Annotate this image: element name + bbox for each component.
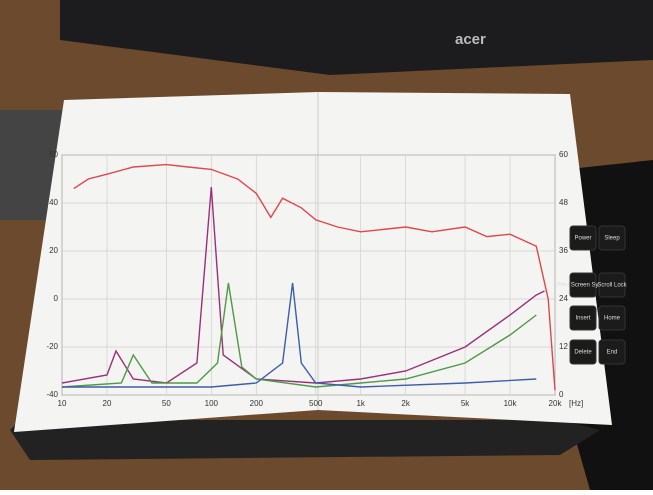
x-tick-label: 100 (205, 399, 219, 408)
monitor (60, 0, 653, 75)
y2-tick-label: 48 (559, 198, 568, 207)
monitor-brand: acer (455, 31, 486, 48)
key-label: Scroll Lock (597, 283, 627, 289)
key (598, 272, 626, 298)
y2-tick-label: 12 (559, 342, 568, 351)
x-tick-label: 10k (504, 399, 518, 408)
series-line (61, 282, 537, 388)
key (598, 305, 626, 331)
y2-tick-label: 24 (559, 294, 568, 303)
key (598, 339, 626, 365)
x-tick-label: 20k (549, 399, 563, 408)
key (569, 305, 597, 331)
y-tick-label: -40 (46, 390, 58, 399)
key-label: Power (574, 236, 591, 242)
x-tick-label: 1k (356, 399, 365, 408)
x-tick-label: 500 (309, 399, 323, 408)
series-line (61, 186, 545, 384)
key-label: Delete (574, 350, 592, 356)
key-label: Home (604, 316, 621, 322)
x-tick-label: 2k (401, 399, 410, 408)
x-tick-label: 200 (250, 399, 264, 408)
y-tick-label: 20 (49, 246, 58, 255)
y-tick-label: 60 (49, 150, 58, 159)
key (598, 225, 626, 251)
series-line (73, 163, 556, 391)
key (569, 272, 597, 298)
key-label: Print Screen SysRq (557, 283, 609, 289)
y2-tick-label: 60 (559, 150, 568, 159)
key-label: Sleep (604, 236, 620, 242)
y-tick-label: -20 (46, 342, 58, 351)
x-tick-label: 50 (162, 399, 171, 408)
y2-tick-label: 36 (559, 246, 568, 255)
keyboard-edge (10, 420, 600, 460)
x-tick-label: 5k (461, 399, 470, 408)
x-tick-label: 20 (103, 399, 112, 408)
x-tick-label: 10 (58, 399, 67, 408)
series-line (62, 282, 537, 388)
key-label: Insert (575, 316, 590, 322)
key (569, 339, 597, 365)
chart: 10 20 50 100 200 500 1k 2k 5k 10k 20k [Hz]-40-20020… (46, 150, 583, 408)
x-axis-label: [Hz] (569, 399, 583, 408)
key-label: End (607, 350, 618, 356)
y-tick-label: 0 (54, 294, 59, 303)
y2-tick-label: 0 (559, 390, 564, 399)
key (569, 225, 597, 251)
paper (14, 92, 612, 432)
y-tick-label: 40 (49, 198, 58, 207)
